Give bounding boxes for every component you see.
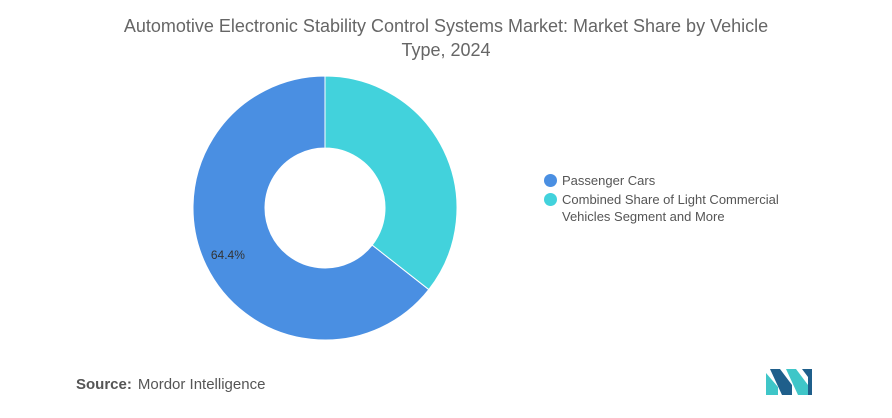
slices-group [192, 75, 458, 341]
source-note: Source: Mordor Intelligence [76, 376, 265, 393]
donut-slice-1 [324, 75, 458, 291]
source-text: Mordor Intelligence [137, 376, 266, 393]
chart-legend: Passenger Cars Combined Share of Light C… [544, 172, 814, 227]
legend-swatch-passenger-cars [544, 174, 557, 187]
legend-label-passenger-cars: Passenger Cars [562, 173, 656, 188]
source-label: Source: [76, 376, 132, 393]
data-labels-group: 64.4% [211, 248, 245, 262]
chart-title: Automotive Electronic Stability Control … [123, 16, 769, 60]
legend-item-lcv-and-more: Combined Share of Light Commercial Vehic… [544, 191, 814, 225]
legend-item-passenger-cars: Passenger Cars [544, 172, 814, 189]
mordor-intelligence-logo-icon [766, 369, 812, 395]
data-label-0: 64.4% [211, 248, 245, 262]
donut-slice-0 [192, 75, 430, 341]
legend-swatch-lcv-and-more [544, 193, 557, 206]
legend-label-lcv-and-more: Combined Share of Light Commercial Vehic… [562, 192, 779, 224]
